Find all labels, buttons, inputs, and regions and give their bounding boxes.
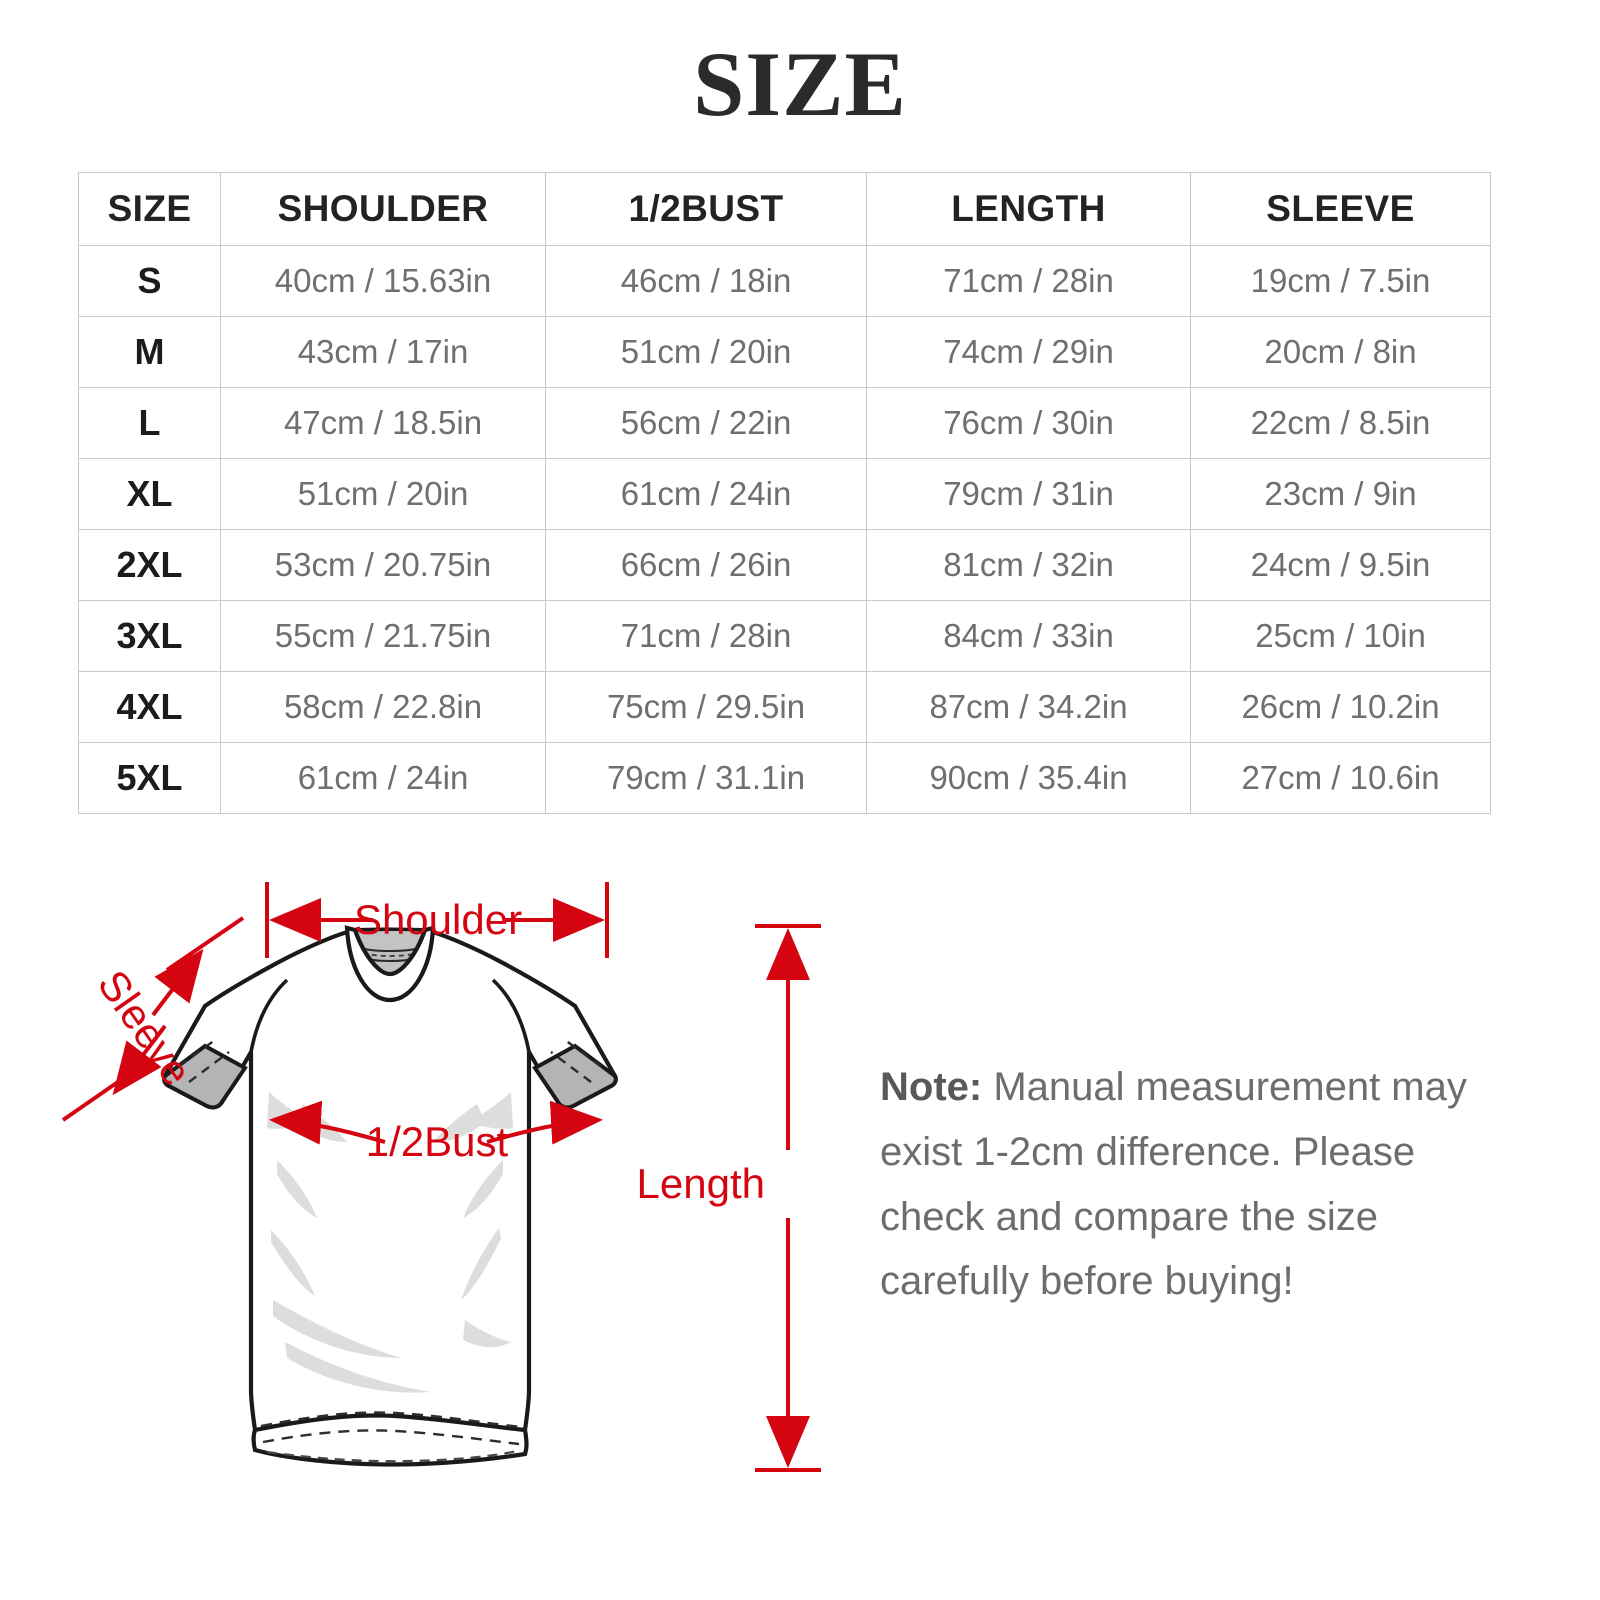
cell-sleeve: 23cm / 9in	[1190, 458, 1491, 530]
tshirt-collar	[344, 925, 436, 1003]
tshirt-right-shoulder-seam	[491, 978, 531, 1053]
bust-arrow-right	[486, 1100, 603, 1145]
table-row: M 43cm / 17in 51cm / 20in 74cm / 29in 20…	[78, 316, 1491, 388]
cell-bust: 75cm / 29.5in	[545, 671, 867, 743]
column-header-sleeve: SLEEVE	[1190, 172, 1491, 246]
sleeve-arrow-up	[151, 948, 204, 1017]
cell-sleeve: 26cm / 10.2in	[1190, 671, 1491, 743]
cell-shoulder: 47cm / 18.5in	[220, 387, 546, 459]
column-header-size: SIZE	[78, 172, 221, 246]
size-chart-table: SIZE SHOULDER 1/2BUST LENGTH SLEEVE S 40…	[78, 172, 1491, 814]
cell-sleeve: 19cm / 7.5in	[1190, 245, 1491, 317]
cell-size: L	[78, 387, 221, 459]
table-row: 5XL 61cm / 24in 79cm / 31.1in 90cm / 35.…	[78, 742, 1491, 814]
cell-length: 76cm / 30in	[866, 387, 1191, 459]
cell-bust: 51cm / 20in	[545, 316, 867, 388]
cell-bust: 79cm / 31.1in	[545, 742, 867, 814]
note-block: Note: Manual measurement may exist 1-2cm…	[880, 1055, 1500, 1314]
table-header: SIZE SHOULDER 1/2BUST LENGTH SLEEVE	[78, 172, 1491, 246]
cell-shoulder: 61cm / 24in	[220, 742, 546, 814]
tshirt-left-cuff	[162, 1043, 248, 1110]
cell-shoulder: 51cm / 20in	[220, 458, 546, 530]
cell-length: 90cm / 35.4in	[866, 742, 1191, 814]
cell-size: M	[78, 316, 221, 388]
cell-length: 74cm / 29in	[866, 316, 1191, 388]
table-row: L 47cm / 18.5in 56cm / 22in 76cm / 30in …	[78, 387, 1491, 459]
tshirt-left-shoulder-seam	[249, 978, 289, 1053]
cell-size: 2XL	[78, 529, 221, 601]
bust-measure-group: 1/2Bust	[269, 1100, 603, 1165]
tshirt-hem	[251, 1413, 529, 1467]
length-measure-group: Length	[637, 924, 821, 1472]
tshirt-right-cuff-stitch	[564, 1039, 602, 1067]
cell-size: 3XL	[78, 600, 221, 672]
sleeve-tick-top	[165, 916, 245, 972]
column-header-length: LENGTH	[866, 172, 1191, 246]
tshirt-hem-stitch-top	[260, 1411, 522, 1429]
table-row: 2XL 53cm / 20.75in 66cm / 26in 81cm / 32…	[78, 529, 1491, 601]
tshirt-hem-stitch-inner	[266, 1449, 518, 1463]
tshirt-hem-stitch-bottom	[262, 1429, 520, 1446]
tshirt-left-cuff-stitch	[178, 1039, 216, 1067]
cell-sleeve: 25cm / 10in	[1190, 600, 1491, 672]
cell-size: XL	[78, 458, 221, 530]
cell-shoulder: 53cm / 20.75in	[220, 529, 546, 601]
cell-sleeve: 22cm / 8.5in	[1190, 387, 1491, 459]
cell-bust: 46cm / 18in	[545, 245, 867, 317]
cell-bust: 71cm / 28in	[545, 600, 867, 672]
cell-shoulder: 40cm / 15.63in	[220, 245, 546, 317]
measurement-diagram: Shoulder Sleeve 1/2Bust Length	[0, 830, 1600, 1600]
column-header-bust: 1/2BUST	[545, 172, 867, 246]
shoulder-measure-group: Shoulder	[265, 882, 609, 958]
cell-shoulder: 58cm / 22.8in	[220, 671, 546, 743]
cell-shoulder: 43cm / 17in	[220, 316, 546, 388]
cell-shoulder: 55cm / 21.75in	[220, 600, 546, 672]
cell-sleeve: 20cm / 8in	[1190, 316, 1491, 388]
table-row: 4XL 58cm / 22.8in 75cm / 29.5in 87cm / 3…	[78, 671, 1491, 743]
size-chart-table-wrapper: SIZE SHOULDER 1/2BUST LENGTH SLEEVE S 40…	[78, 172, 1491, 814]
bust-arrow-left	[269, 1100, 386, 1145]
bust-label: 1/2Bust	[366, 1118, 509, 1165]
cell-length: 87cm / 34.2in	[866, 671, 1191, 743]
tshirt-left-cuff-stitch-2	[188, 1051, 230, 1083]
sleeve-label: Sleeve	[89, 962, 201, 1094]
table-row: XL 51cm / 20in 61cm / 24in 79cm / 31in 2…	[78, 458, 1491, 530]
tshirt-right-cuff-stitch-2	[550, 1051, 592, 1083]
cell-size: 5XL	[78, 742, 221, 814]
cell-bust: 61cm / 24in	[545, 458, 867, 530]
table-row: S 40cm / 15.63in 46cm / 18in 71cm / 28in…	[78, 245, 1491, 317]
cell-length: 79cm / 31in	[866, 458, 1191, 530]
table-row: 3XL 55cm / 21.75in 71cm / 28in 84cm / 33…	[78, 600, 1491, 672]
tshirt-diagram-svg: Shoulder Sleeve 1/2Bust Length	[61, 882, 821, 1472]
cell-length: 84cm / 33in	[866, 600, 1191, 672]
note-label: Note:	[880, 1065, 983, 1109]
cell-size: 4XL	[78, 671, 221, 743]
page-title: SIZE	[693, 33, 907, 135]
cell-size: S	[78, 245, 221, 317]
cell-length: 81cm / 32in	[866, 529, 1191, 601]
note-text: Manual measurement may exist 1-2cm diffe…	[880, 1065, 1467, 1304]
tshirt-illustration	[162, 925, 618, 1467]
shoulder-label: Shoulder	[354, 896, 522, 943]
cell-bust: 66cm / 26in	[545, 529, 867, 601]
column-header-shoulder: SHOULDER	[220, 172, 546, 246]
cell-sleeve: 24cm / 9.5in	[1190, 529, 1491, 601]
cell-bust: 56cm / 22in	[545, 387, 867, 459]
table-header-row: SIZE SHOULDER 1/2BUST LENGTH SLEEVE	[78, 172, 1491, 246]
cell-length: 71cm / 28in	[866, 245, 1191, 317]
length-label: Length	[637, 1160, 765, 1207]
sleeve-arrow-down	[112, 1024, 167, 1096]
table-body: S 40cm / 15.63in 46cm / 18in 71cm / 28in…	[78, 245, 1491, 814]
cell-sleeve: 27cm / 10.6in	[1190, 742, 1491, 814]
